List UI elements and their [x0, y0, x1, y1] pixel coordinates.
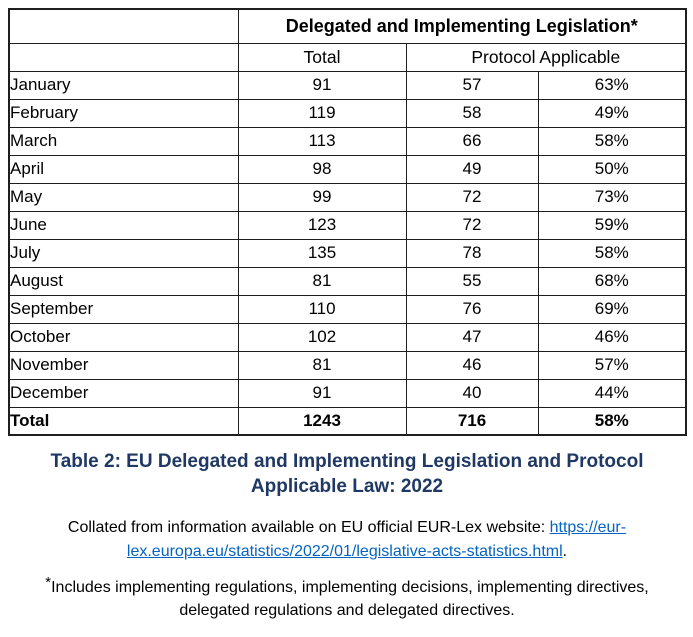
month-cell: January: [8, 70, 239, 100]
table-row: February 119 58 49%: [8, 98, 687, 128]
total-cell: 98: [237, 154, 407, 184]
protocol-count-cell: 72: [405, 182, 539, 212]
month-cell: June: [8, 210, 239, 240]
eur-lex-statistics-link[interactable]: https://eur-lex.europa.eu/statistics/202…: [126, 519, 627, 560]
table-row: September 110 76 69%: [8, 294, 687, 324]
protocol-percent-cell: 68%: [537, 266, 687, 296]
protocol-percent-cell: 44%: [537, 378, 687, 408]
footnote: *Includes implementing regulations, impl…: [40, 571, 654, 622]
total-row-protocol-count-cell: 716: [405, 406, 539, 436]
month-cell: July: [8, 238, 239, 268]
column-header-protocol-applicable: Protocol Applicable: [405, 42, 687, 72]
total-cell: 110: [237, 294, 407, 324]
month-cell: February: [8, 98, 239, 128]
protocol-count-cell: 58: [405, 98, 539, 128]
protocol-percent-cell: 73%: [537, 182, 687, 212]
month-cell: September: [8, 294, 239, 324]
empty-corner-cell: [8, 8, 239, 44]
protocol-percent-cell: 46%: [537, 322, 687, 352]
source-note-prefix: Collated from information available on E…: [67, 519, 550, 536]
protocol-percent-cell: 69%: [537, 294, 687, 324]
protocol-count-cell: 40: [405, 378, 539, 408]
protocol-count-cell: 47: [405, 322, 539, 352]
total-cell: 91: [237, 70, 407, 100]
protocol-count-cell: 78: [405, 238, 539, 268]
month-cell: October: [8, 322, 239, 352]
protocol-percent-cell: 63%: [537, 70, 687, 100]
column-header-total: Total: [237, 42, 407, 72]
footnote-asterisk: *: [45, 574, 52, 591]
total-cell: 123: [237, 210, 407, 240]
table-sub-header-row: Total Protocol Applicable: [8, 42, 687, 72]
table-row: July 135 78 58%: [8, 238, 687, 268]
protocol-count-cell: 76: [405, 294, 539, 324]
protocol-count-cell: 55: [405, 266, 539, 296]
protocol-percent-cell: 58%: [537, 238, 687, 268]
protocol-percent-cell: 57%: [537, 350, 687, 380]
total-cell: 81: [237, 350, 407, 380]
total-cell: 119: [237, 98, 407, 128]
total-cell: 135: [237, 238, 407, 268]
protocol-count-cell: 46: [405, 350, 539, 380]
total-cell: 81: [237, 266, 407, 296]
protocol-count-cell: 49: [405, 154, 539, 184]
legislation-table: Delegated and Implementing Legislation* …: [8, 8, 688, 436]
protocol-percent-cell: 50%: [537, 154, 687, 184]
protocol-count-cell: 66: [405, 126, 539, 156]
month-cell: March: [8, 126, 239, 156]
table-row: October 102 47 46%: [8, 322, 687, 352]
table-group-header-row: Delegated and Implementing Legislation*: [8, 8, 687, 44]
protocol-count-cell: 57: [405, 70, 539, 100]
table-row: March 113 66 58%: [8, 126, 687, 156]
protocol-percent-cell: 58%: [537, 126, 687, 156]
total-cell: 99: [237, 182, 407, 212]
total-row-protocol-percent-cell: 58%: [537, 406, 687, 436]
table-row: August 81 55 68%: [8, 266, 687, 296]
empty-corner-cell: [8, 42, 239, 72]
table-caption: Table 2: EU Delegated and Implementing L…: [50, 451, 644, 497]
protocol-percent-cell: 49%: [537, 98, 687, 128]
total-cell: 113: [237, 126, 407, 156]
source-note: Collated from information available on E…: [23, 516, 671, 564]
month-cell: May: [8, 182, 239, 212]
month-cell: August: [8, 266, 239, 296]
table-row: May 99 72 73%: [8, 182, 687, 212]
table-total-row: Total 1243 716 58%: [8, 406, 687, 436]
table-row: November 81 46 57%: [8, 350, 687, 380]
footnote-text: Includes implementing regulations, imple…: [51, 579, 649, 619]
month-cell: November: [8, 350, 239, 380]
total-row-label-cell: Total: [8, 406, 239, 436]
group-title-cell: Delegated and Implementing Legislation*: [237, 8, 687, 44]
table-row: April 98 49 50%: [8, 154, 687, 184]
table-row: January 91 57 63%: [8, 70, 687, 100]
table-row: June 123 72 59%: [8, 210, 687, 240]
protocol-count-cell: 72: [405, 210, 539, 240]
total-cell: 102: [237, 322, 407, 352]
month-cell: December: [8, 378, 239, 408]
protocol-percent-cell: 59%: [537, 210, 687, 240]
total-cell: 91: [237, 378, 407, 408]
month-cell: April: [8, 154, 239, 184]
source-note-suffix: .: [562, 543, 568, 560]
total-row-total-cell: 1243: [237, 406, 407, 436]
table-row: December 91 40 44%: [8, 378, 687, 408]
